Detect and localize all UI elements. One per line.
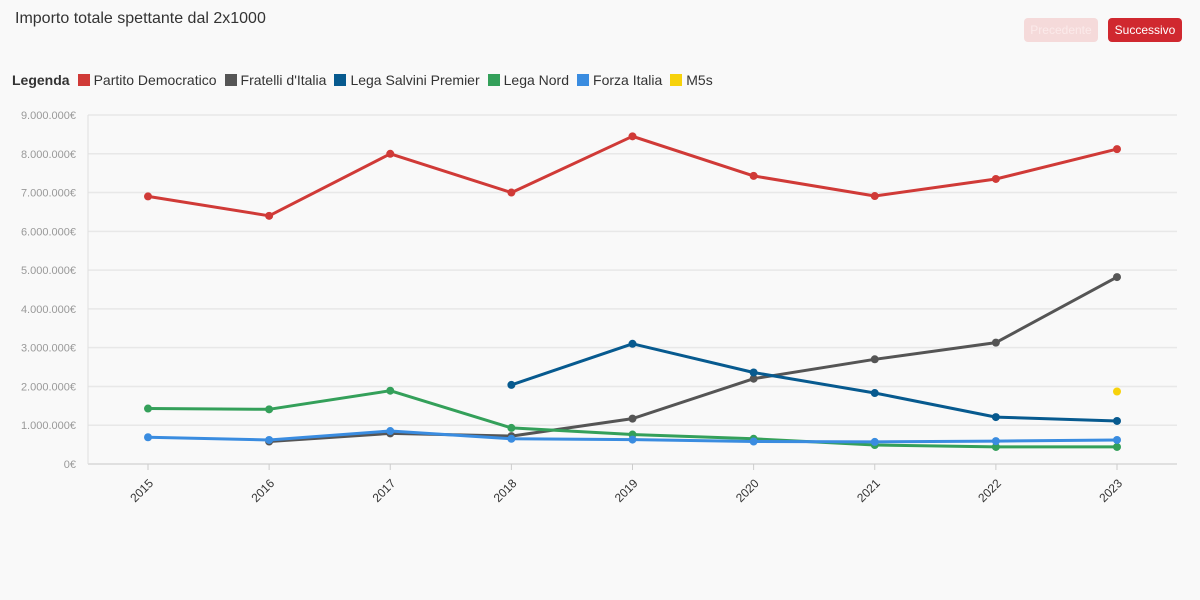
- data-point: [1113, 435, 1121, 444]
- data-point: [991, 413, 1000, 422]
- legend-item[interactable]: Forza Italia: [577, 72, 662, 88]
- data-point: [870, 355, 879, 364]
- legend-label: Lega Nord: [503, 72, 570, 88]
- legend-swatch: [577, 74, 590, 86]
- data-point: [1113, 273, 1121, 282]
- previous-button[interactable]: Precedente: [1024, 18, 1098, 42]
- data-point: [265, 435, 274, 444]
- x-tick-label: 2017: [370, 476, 399, 505]
- data-point: [870, 192, 879, 201]
- x-tick-label: 2021: [854, 476, 883, 505]
- data-point: [749, 374, 758, 383]
- x-tick-label: 2020: [733, 476, 762, 505]
- x-tick-label: 2016: [248, 476, 277, 505]
- x-tick-label: 2018: [491, 476, 520, 505]
- legend-swatch: [77, 74, 90, 86]
- data-point: [265, 405, 274, 414]
- data-point: [1113, 416, 1121, 425]
- data-point: [1113, 145, 1121, 154]
- data-point: [507, 434, 516, 443]
- legend-swatch: [334, 74, 347, 86]
- data-point: [991, 442, 1000, 451]
- data-point: [265, 211, 274, 220]
- data-point: [749, 171, 758, 180]
- legend-item[interactable]: M5s: [670, 72, 713, 88]
- y-tick-label: 4.000.000€: [21, 304, 76, 316]
- chart-title: Importo totale spettante dal 2x1000: [15, 10, 266, 27]
- data-point: [144, 404, 152, 413]
- legend-swatch: [487, 74, 500, 86]
- y-tick-label: 2.000.000€: [21, 381, 76, 393]
- legend-label: Lega Salvini Premier: [350, 72, 480, 88]
- legend-title: Legenda: [12, 72, 70, 88]
- series-line: [268, 275, 1118, 443]
- y-tick-label: 8.000.000€: [21, 149, 76, 161]
- data-point: [507, 423, 516, 432]
- x-tick-label: 2019: [612, 476, 641, 505]
- legend-label: Partito Democratico: [93, 72, 217, 88]
- data-point: [507, 188, 516, 197]
- legend-item[interactable]: Lega Nord: [487, 72, 570, 88]
- x-tick-label: 2022: [975, 476, 1004, 505]
- data-point: [144, 192, 152, 201]
- legend-item[interactable]: Lega Salvini Premier: [334, 72, 480, 88]
- legend-label: Fratelli d'Italia: [240, 72, 327, 88]
- data-point: [870, 437, 879, 446]
- series-line: [147, 134, 1118, 218]
- data-point: [991, 437, 1000, 446]
- next-button[interactable]: Successivo: [1108, 18, 1182, 42]
- legend-label: M5s: [686, 72, 713, 88]
- data-point: [1113, 387, 1121, 396]
- data-point: [749, 437, 758, 446]
- legend-label: Forza Italia: [593, 72, 663, 88]
- data-point: [1113, 442, 1121, 451]
- data-point: [628, 435, 637, 444]
- data-point: [144, 433, 152, 442]
- data-point: [386, 386, 395, 395]
- y-tick-label: 0€: [64, 459, 76, 471]
- legend-swatch: [670, 74, 683, 86]
- legend-swatch: [224, 74, 237, 86]
- data-point: [628, 414, 637, 423]
- data-point: [870, 389, 879, 398]
- x-tick-label: 2015: [127, 476, 156, 505]
- y-tick-label: 3.000.000€: [21, 343, 76, 355]
- y-tick-label: 7.000.000€: [21, 188, 76, 200]
- y-tick-label: 9.000.000€: [21, 110, 76, 122]
- series-line: [510, 342, 1118, 423]
- legend-item[interactable]: Fratelli d'Italia: [224, 72, 327, 88]
- data-point: [991, 174, 1000, 183]
- legend-item[interactable]: Partito Democratico: [77, 72, 217, 88]
- data-point: [991, 338, 1000, 347]
- x-tick-label: 2023: [1096, 476, 1125, 505]
- y-tick-label: 1.000.000€: [21, 420, 76, 432]
- data-point: [386, 427, 395, 436]
- y-tick-label: 5.000.000€: [21, 265, 76, 277]
- data-point: [386, 149, 395, 158]
- data-point: [507, 380, 516, 389]
- data-point: [628, 132, 637, 141]
- data-point: [628, 339, 637, 348]
- y-tick-label: 6.000.000€: [21, 226, 76, 238]
- data-point: [749, 368, 758, 377]
- legend: Legenda Partito Democratico Fratelli d'It…: [12, 72, 721, 88]
